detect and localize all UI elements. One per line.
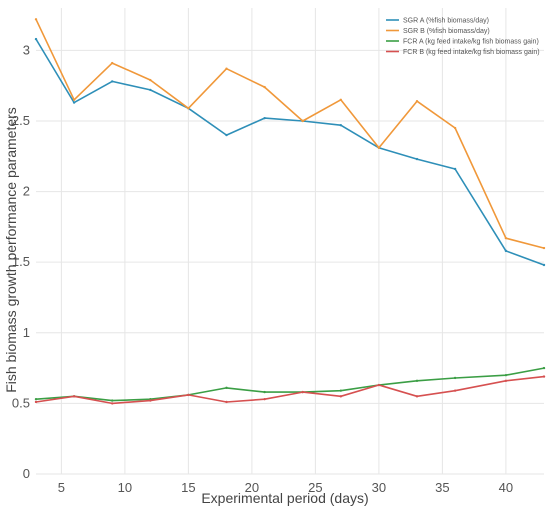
x-tick-label: 25: [308, 480, 322, 495]
data-point: [34, 397, 38, 401]
y-tick-label: 1.5: [12, 254, 30, 269]
legend-item: FCR B (kg feed intake/kg fish biomass ga…: [386, 49, 540, 56]
data-point: [339, 395, 342, 398]
data-point: [187, 107, 190, 110]
data-point: [225, 400, 228, 404]
data-point: [111, 61, 114, 65]
legend-label: FCR A (kg feed intake/kg fish biomass ga…: [403, 39, 539, 46]
data-point: [415, 157, 419, 161]
data-point: [453, 126, 457, 130]
y-axis-ticks: 0 0.5 1 1.5 2 2.5 3: [12, 42, 30, 481]
data-point: [542, 375, 546, 378]
x-tick-label: 10: [118, 480, 132, 495]
data-point: [225, 386, 228, 390]
y-tick-label: 2: [23, 184, 30, 199]
data-point: [453, 167, 457, 171]
data-point: [542, 263, 546, 267]
data-point: [149, 78, 152, 82]
x-tick-label: 40: [499, 480, 513, 495]
data-point: [263, 116, 266, 120]
data-point: [72, 98, 76, 101]
data-point: [339, 98, 342, 101]
data-point: [225, 67, 228, 70]
legend-item: SGR B (%fish biomass/day): [386, 28, 490, 35]
series-lines: [34, 18, 546, 405]
data-point: [72, 101, 76, 104]
data-point: [542, 366, 546, 370]
grid: [36, 8, 544, 475]
data-point: [34, 37, 38, 41]
data-point: [263, 397, 266, 401]
data-point: [34, 18, 38, 21]
data-point: [377, 146, 381, 149]
data-point: [149, 399, 152, 402]
y-tick-label: 0.5: [12, 395, 30, 410]
data-point: [187, 393, 190, 397]
y-axis-title: Fish biomass growth performance paramete…: [3, 107, 19, 393]
data-point: [415, 395, 419, 398]
data-point: [504, 249, 508, 253]
data-point: [111, 399, 114, 402]
data-point: [301, 390, 304, 394]
data-point: [542, 246, 546, 250]
y-tick-label: 2.5: [12, 113, 30, 128]
data-point: [263, 85, 266, 89]
x-axis-title: Experimental period (days): [201, 490, 368, 506]
data-point: [72, 395, 76, 398]
legend: SGR A (%fish biomass/day) SGR B (%fish bi…: [386, 18, 540, 56]
data-point: [339, 389, 342, 392]
legend-label: SGR B (%fish biomass/day): [403, 28, 490, 35]
series-2: [34, 366, 546, 402]
x-axis-ticks: 5 10 15 20 25 30 35 40: [58, 480, 513, 495]
x-tick-label: 35: [435, 480, 449, 495]
legend-item: FCR A (kg feed intake/kg fish biomass ga…: [386, 39, 539, 46]
data-point: [377, 383, 381, 387]
y-tick-label: 3: [23, 42, 30, 57]
data-point: [504, 373, 508, 377]
legend-label: FCR B (kg feed intake/kg fish biomass ga…: [403, 49, 540, 56]
series-1: [34, 18, 546, 250]
x-tick-label: 20: [245, 480, 259, 495]
y-tick-label: 1: [23, 325, 30, 340]
x-tick-label: 30: [372, 480, 386, 495]
data-point: [415, 100, 419, 103]
series-3: [34, 375, 546, 405]
data-point: [339, 124, 342, 127]
data-point: [34, 400, 38, 404]
data-point: [225, 133, 228, 137]
legend-label: SGR A (%fish biomass/day): [403, 18, 489, 25]
x-tick-label: 5: [58, 480, 65, 495]
data-point: [111, 80, 114, 83]
legend-item: SGR A (%fish biomass/day): [386, 18, 489, 25]
data-point: [149, 88, 152, 92]
data-point: [301, 119, 304, 123]
data-point: [504, 379, 508, 382]
series-line: [35, 375, 545, 405]
data-point: [263, 390, 266, 394]
y-tick-label: 0: [23, 466, 30, 481]
series-0: [34, 37, 546, 267]
data-point: [415, 379, 419, 382]
series-line: [35, 18, 545, 249]
data-point: [453, 389, 457, 392]
series-line: [35, 38, 545, 266]
series-line: [35, 367, 545, 402]
data-point: [504, 236, 508, 240]
data-point: [111, 402, 114, 405]
data-point: [453, 376, 457, 380]
x-tick-label: 15: [181, 480, 195, 495]
